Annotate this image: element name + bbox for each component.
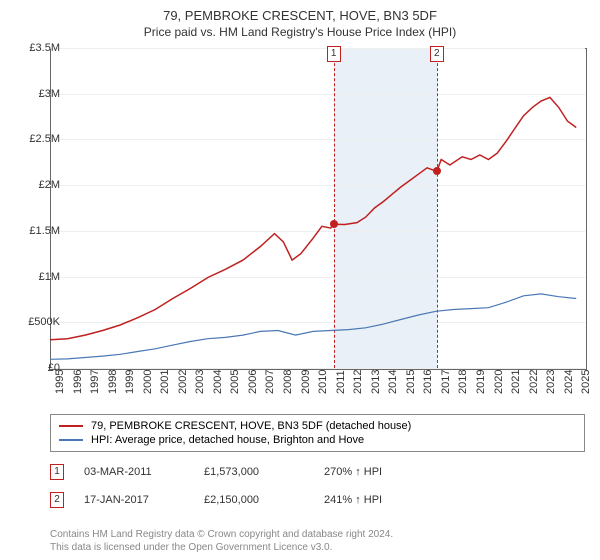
legend: 79, PEMBROKE CRESCENT, HOVE, BN3 5DF (de… <box>50 414 585 452</box>
footer-line: This data is licensed under the Open Gov… <box>50 541 585 554</box>
plot-area: 12 1995199619971998199920002001200220032… <box>50 48 585 368</box>
line-series <box>50 48 585 368</box>
footer-attribution: Contains HM Land Registry data © Crown c… <box>50 528 585 554</box>
footer-line: Contains HM Land Registry data © Crown c… <box>50 528 585 541</box>
sale-entry: 2 17-JAN-2017 £2,150,000 241% ↑ HPI <box>50 492 585 508</box>
sale-price: £2,150,000 <box>204 494 304 506</box>
sale-hpi: 241% ↑ HPI <box>324 494 382 506</box>
marker-badge: 1 <box>327 46 341 62</box>
sale-entry: 1 03-MAR-2011 £1,573,000 270% ↑ HPI <box>50 464 585 480</box>
sale-price: £1,573,000 <box>204 466 304 478</box>
legend-swatch <box>59 439 83 441</box>
sale-marker-badge: 2 <box>50 492 64 508</box>
legend-item: HPI: Average price, detached house, Brig… <box>59 433 576 447</box>
chart-title: 79, PEMBROKE CRESCENT, HOVE, BN3 5DF <box>0 0 600 23</box>
sale-date: 17-JAN-2017 <box>84 494 184 506</box>
marker-badge: 2 <box>430 46 444 62</box>
sale-date: 03-MAR-2011 <box>84 466 184 478</box>
legend-label: 79, PEMBROKE CRESCENT, HOVE, BN3 5DF (de… <box>91 420 411 432</box>
legend-swatch <box>59 425 83 427</box>
sale-hpi: 270% ↑ HPI <box>324 466 382 478</box>
sale-marker-badge: 1 <box>50 464 64 480</box>
chart-subtitle: Price paid vs. HM Land Registry's House … <box>0 23 600 43</box>
legend-label: HPI: Average price, detached house, Brig… <box>91 434 364 446</box>
legend-item: 79, PEMBROKE CRESCENT, HOVE, BN3 5DF (de… <box>59 419 576 433</box>
chart-container: 79, PEMBROKE CRESCENT, HOVE, BN3 5DF Pri… <box>0 0 600 560</box>
